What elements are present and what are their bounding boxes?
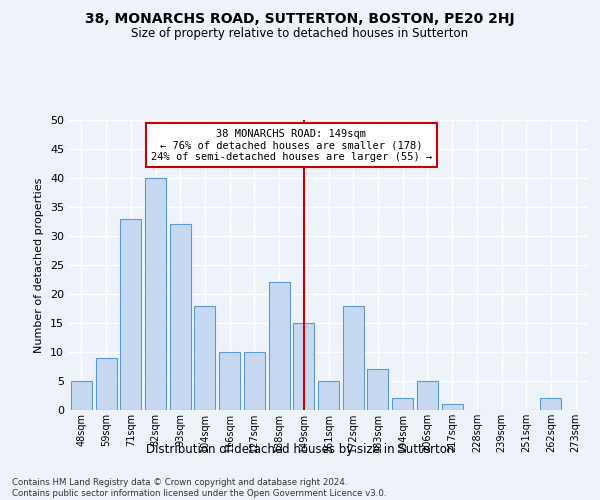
Bar bbox=[145, 178, 166, 410]
Text: Distribution of detached houses by size in Sutterton: Distribution of detached houses by size … bbox=[146, 442, 454, 456]
Bar bbox=[170, 224, 191, 410]
Bar bbox=[219, 352, 240, 410]
Bar bbox=[318, 381, 339, 410]
Y-axis label: Number of detached properties: Number of detached properties bbox=[34, 178, 44, 352]
Text: Size of property relative to detached houses in Sutterton: Size of property relative to detached ho… bbox=[131, 28, 469, 40]
Bar bbox=[367, 370, 388, 410]
Bar bbox=[244, 352, 265, 410]
Text: Contains HM Land Registry data © Crown copyright and database right 2024.
Contai: Contains HM Land Registry data © Crown c… bbox=[12, 478, 386, 498]
Text: 38, MONARCHS ROAD, SUTTERTON, BOSTON, PE20 2HJ: 38, MONARCHS ROAD, SUTTERTON, BOSTON, PE… bbox=[85, 12, 515, 26]
Bar bbox=[95, 358, 116, 410]
Bar bbox=[194, 306, 215, 410]
Bar bbox=[71, 381, 92, 410]
Bar bbox=[541, 398, 562, 410]
Bar bbox=[417, 381, 438, 410]
Bar bbox=[392, 398, 413, 410]
Text: 38 MONARCHS ROAD: 149sqm
← 76% of detached houses are smaller (178)
24% of semi-: 38 MONARCHS ROAD: 149sqm ← 76% of detach… bbox=[151, 128, 432, 162]
Bar bbox=[120, 218, 141, 410]
Bar bbox=[343, 306, 364, 410]
Bar bbox=[442, 404, 463, 410]
Bar bbox=[269, 282, 290, 410]
Bar bbox=[293, 323, 314, 410]
